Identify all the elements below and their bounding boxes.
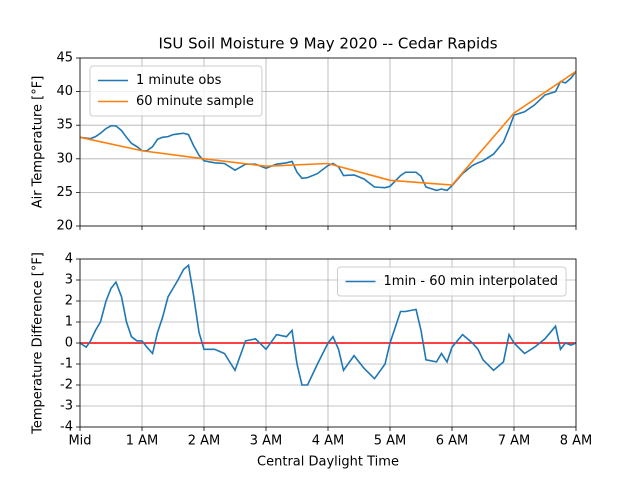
y-axis-label: Air Temperature [°F] bbox=[31, 76, 46, 209]
chart-title: ISU Soil Moisture 9 May 2020 -- Cedar Ra… bbox=[158, 35, 497, 53]
data-line bbox=[79, 263, 577, 386]
y-tick-label: 2 bbox=[65, 294, 73, 309]
y-tick-label: -2 bbox=[60, 378, 73, 393]
y-tick-label: 35 bbox=[56, 118, 73, 133]
y-tick-label: 40 bbox=[56, 84, 73, 99]
legend-label: 60 minute sample bbox=[136, 94, 254, 109]
y-tick-label: 30 bbox=[56, 151, 73, 166]
x-tick-label: 8 AM bbox=[560, 434, 593, 449]
legend: 1 minute obs 60 minute sample bbox=[89, 65, 263, 117]
y-tick-label: 1 bbox=[65, 315, 73, 330]
y-tick-label: -1 bbox=[60, 357, 73, 372]
x-tick-label: 6 AM bbox=[436, 434, 469, 449]
x-tick-label: 2 AM bbox=[188, 434, 221, 449]
y-tick-label: 4 bbox=[65, 252, 73, 267]
y-tick-label: 20 bbox=[56, 219, 73, 234]
y-tick-label: 0 bbox=[65, 336, 73, 351]
legend-label: 1min - 60 min interpolated bbox=[384, 274, 558, 289]
x-tick-label: 7 AM bbox=[498, 434, 531, 449]
legend-label: 1 minute obs bbox=[136, 73, 222, 88]
y-tick-label: 3 bbox=[65, 273, 73, 288]
y-tick-label: 25 bbox=[56, 185, 73, 200]
legend-box bbox=[337, 266, 567, 297]
y-tick-label: -4 bbox=[60, 420, 73, 435]
data-line bbox=[79, 70, 577, 186]
legend-box bbox=[89, 65, 263, 117]
y-axis-label: Temperature Difference [°F] bbox=[31, 252, 46, 435]
legend: 1min - 60 min interpolated bbox=[337, 266, 567, 297]
x-tick-label: 4 AM bbox=[312, 434, 345, 449]
x-tick-label: 3 AM bbox=[250, 434, 283, 449]
x-tick-label: 5 AM bbox=[374, 434, 407, 449]
y-tick-label: -3 bbox=[60, 399, 73, 414]
plot-frame bbox=[79, 258, 577, 428]
x-tick-label: 1 AM bbox=[126, 434, 159, 449]
y-tick-label: 45 bbox=[56, 51, 73, 66]
x-tick-label: Mid bbox=[68, 434, 91, 449]
x-axis-label: Central Daylight Time bbox=[257, 455, 399, 470]
plot-frame bbox=[79, 57, 577, 227]
